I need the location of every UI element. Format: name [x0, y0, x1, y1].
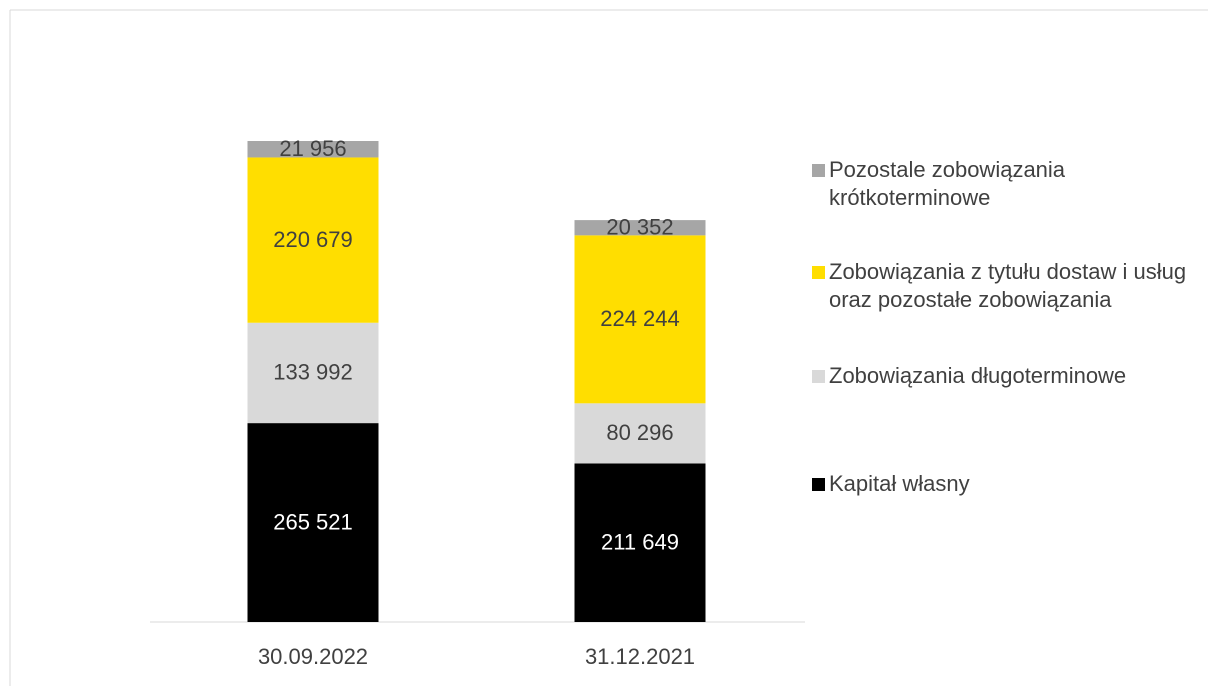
- legend-item: Pozostale zobowiązania krótkoterminowe: [812, 156, 1192, 212]
- data-label: 80 296: [606, 420, 673, 445]
- legend-label: Zobowiązania długoterminowe: [829, 363, 1127, 388]
- legend-label: Zobowiązania z tytułu dostaw i usług ora…: [829, 259, 1187, 312]
- data-label: 133 992: [273, 360, 353, 385]
- data-label: 20 352: [606, 215, 673, 240]
- legend-label: Pozostale zobowiązania krótkoterminowe: [829, 157, 1066, 210]
- data-label: 265 521: [273, 509, 353, 534]
- bar-segment: [247, 157, 379, 323]
- legend-label: Kapitał własny: [829, 471, 970, 496]
- data-label: 211 649: [601, 530, 679, 555]
- bar-segment: [574, 235, 706, 404]
- legend-swatch: [812, 266, 825, 279]
- bar-segment: [247, 423, 379, 622]
- legend-item: Zobowiązania z tytułu dostaw i usług ora…: [812, 258, 1192, 314]
- bar-segment: [574, 463, 706, 622]
- legend-item: Kapitał własny: [812, 470, 1192, 498]
- bar-segment: [247, 141, 379, 158]
- legend-item: Zobowiązania długoterminowe: [812, 362, 1192, 390]
- data-label: 224 244: [600, 306, 680, 331]
- legend-swatch: [812, 370, 825, 383]
- bar-segment: [574, 220, 706, 236]
- bar-segment: [574, 403, 706, 464]
- x-tick-label: 31.12.2021: [585, 644, 695, 669]
- data-label: 220 679: [273, 227, 353, 252]
- data-label: 21 956: [279, 136, 346, 161]
- legend-swatch: [812, 164, 825, 177]
- bar-segment: [247, 322, 379, 424]
- x-tick-label: 30.09.2022: [258, 644, 368, 669]
- legend-swatch: [812, 478, 825, 491]
